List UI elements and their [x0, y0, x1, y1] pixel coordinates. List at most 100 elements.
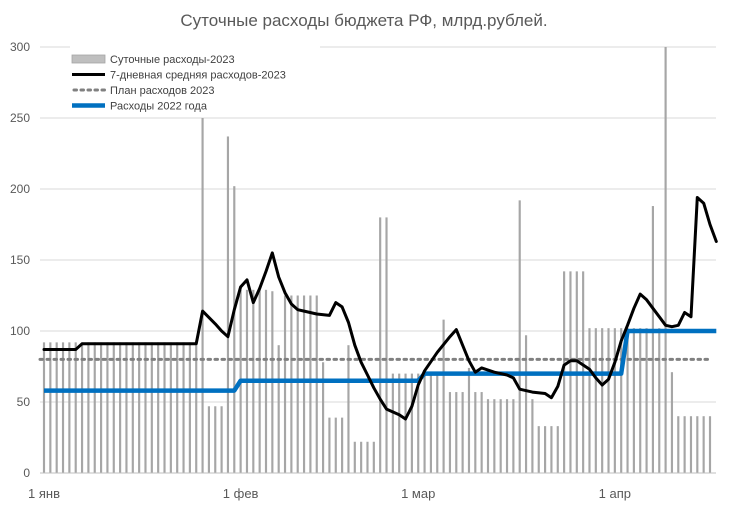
daily-bar	[588, 328, 591, 473]
daily-bar	[233, 186, 236, 473]
daily-bar	[220, 406, 223, 473]
daily-bar	[80, 342, 84, 473]
y-tick-label-50: 50	[17, 395, 31, 409]
legend-background	[70, 40, 320, 116]
daily-bar	[226, 136, 230, 473]
daily-bar	[518, 200, 521, 474]
daily-bar	[594, 328, 597, 473]
daily-bar	[601, 328, 604, 473]
moving-average-line	[42, 196, 718, 421]
daily-bar	[398, 373, 401, 473]
daily-bar	[404, 373, 407, 473]
daily-bar	[708, 416, 712, 473]
daily-bar	[296, 295, 299, 473]
daily-bar	[334, 417, 337, 473]
daily-bar	[385, 217, 388, 473]
daily-bar	[467, 367, 471, 473]
daily-bar	[182, 342, 185, 473]
y-tick-label-150: 150	[10, 253, 30, 267]
legend-label-1: 7-дневная средняя расходов-2023	[110, 70, 286, 82]
x-tick-label-0: 1 янв	[28, 486, 60, 501]
daily-bar	[417, 373, 420, 473]
x-tick-label-1: 1 фев	[223, 486, 259, 501]
daily-bar	[670, 372, 674, 473]
x-tick-label-2: 1 мар	[401, 486, 435, 501]
y-tick-label-250: 250	[10, 111, 30, 125]
daily-bar	[74, 342, 77, 473]
daily-bar	[486, 399, 490, 473]
daily-bar	[696, 416, 699, 473]
daily-bar	[138, 342, 141, 473]
daily-bar	[651, 206, 654, 474]
daily-bar	[505, 399, 509, 473]
daily-bar	[87, 342, 90, 473]
daily-bar	[493, 399, 496, 473]
daily-bar	[144, 342, 147, 473]
daily-bar	[283, 295, 287, 473]
daily-bar	[302, 295, 306, 473]
daily-bar	[379, 217, 382, 473]
daily-bar	[550, 426, 553, 473]
daily-bar	[201, 118, 204, 473]
daily-bar	[410, 373, 413, 473]
daily-bar	[341, 417, 344, 473]
y-tick-label-300: 300	[10, 40, 30, 54]
daily-bar	[480, 392, 483, 473]
moving-average-path	[42, 196, 718, 421]
daily-bar	[119, 342, 122, 473]
daily-bar	[125, 342, 128, 473]
daily-bar	[195, 342, 198, 473]
daily-bar	[702, 416, 705, 473]
legend-label-0: Суточные расходы-2023	[110, 54, 235, 66]
daily-bar	[93, 342, 96, 473]
daily-bar	[353, 441, 356, 473]
daily-bar	[531, 399, 534, 473]
daily-bar	[658, 328, 661, 473]
daily-bar	[169, 342, 172, 473]
daily-bar	[607, 328, 610, 473]
daily-bar	[689, 416, 693, 473]
daily-bar	[429, 373, 432, 473]
daily-bar	[55, 342, 58, 473]
daily-bar	[163, 342, 166, 473]
axes: 0 50 100 150 200 250 300 1 янв 1 фев 1 мар 1 апр	[10, 40, 716, 501]
daily-bar	[49, 342, 52, 473]
daily-bar	[537, 426, 540, 473]
daily-bar	[61, 342, 65, 473]
daily-bar	[322, 362, 325, 473]
daily-bar	[157, 342, 160, 473]
daily-bar	[499, 399, 502, 473]
daily-bar	[112, 342, 115, 473]
legend-label-2: План расходов 2023	[110, 85, 214, 97]
daily-bar	[461, 392, 464, 473]
daily-bar	[290, 295, 293, 473]
daily-bar	[391, 373, 394, 473]
daily-bar	[277, 345, 280, 473]
daily-bar	[664, 47, 667, 473]
daily-bar	[131, 342, 134, 473]
legend-label-3: Расходы 2022 года	[110, 101, 208, 113]
daily-bar	[106, 342, 109, 473]
daily-bar	[639, 328, 642, 473]
daily-bar	[315, 295, 318, 473]
legend-swatch-daily	[71, 54, 106, 64]
daily-bar	[207, 406, 210, 473]
daily-bar	[366, 441, 369, 473]
daily-bar	[683, 416, 686, 473]
x-tick-label-3: 1 апр	[599, 486, 631, 501]
daily-bar	[214, 406, 217, 473]
daily-bar	[188, 342, 191, 473]
daily-bar	[436, 373, 439, 473]
daily-bar	[613, 328, 616, 473]
daily-bar	[620, 328, 623, 473]
daily-bar	[632, 328, 635, 473]
daily-bar	[309, 295, 312, 473]
daily-bar	[176, 342, 179, 473]
daily-bar	[372, 441, 375, 473]
daily-bar	[556, 426, 559, 473]
daily-bar	[512, 399, 515, 473]
y-tick-label-200: 200	[10, 182, 30, 196]
daily-bar	[100, 342, 103, 473]
